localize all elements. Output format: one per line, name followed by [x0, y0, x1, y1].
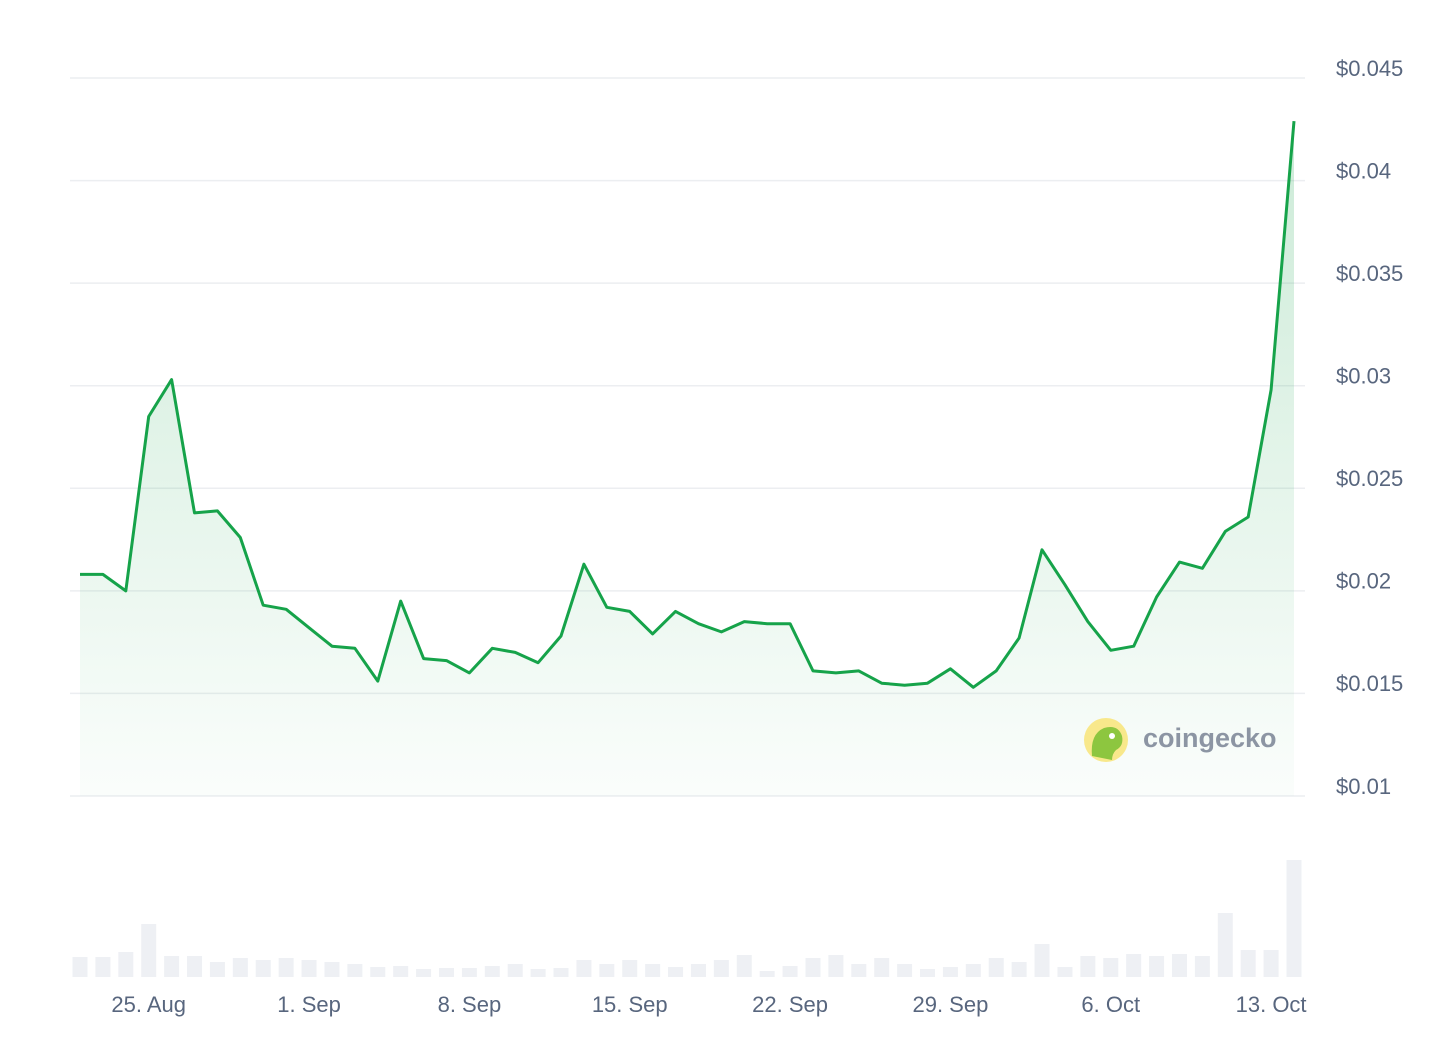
volume-bar: [370, 967, 386, 977]
volume-bar: [897, 964, 913, 977]
volume-bar: [576, 960, 592, 977]
plot: $0.045 $0.04 $0.035 $0.03 $0.025 $0.02 $0.015 $…: [70, 56, 1403, 1017]
volume-bar: [805, 958, 821, 977]
volume-bar: [553, 968, 569, 977]
x-tick-label: 13. Oct: [1236, 992, 1307, 1017]
y-tick-label: $0.02: [1336, 569, 1391, 594]
volume-bar: [72, 957, 88, 977]
volume-bar: [736, 955, 752, 977]
volume-bar: [255, 960, 271, 977]
volume-bar: [622, 960, 638, 977]
volume-bar: [690, 964, 706, 977]
volume-bar: [942, 967, 958, 977]
volume-bar: [1126, 954, 1142, 977]
volume-bar: [851, 964, 867, 977]
volume-bar: [759, 971, 775, 977]
volume-bar: [1057, 967, 1073, 977]
volume-bar: [324, 962, 340, 977]
volume-bar: [187, 956, 203, 977]
volume-bar: [965, 964, 981, 977]
volume-bar: [484, 966, 500, 977]
volume-bar: [1103, 958, 1119, 977]
volume-bar: [507, 964, 523, 977]
volume-bar: [416, 969, 432, 977]
volume-bar: [1240, 950, 1256, 977]
volume-bar: [1217, 913, 1233, 977]
y-tick-label: $0.045: [1336, 56, 1403, 81]
volume-bar: [461, 968, 477, 977]
volume-bar: [668, 967, 684, 977]
x-tick-label: 25. Aug: [111, 992, 186, 1017]
volume-bar: [164, 956, 180, 977]
watermark-logo: coingecko: [1084, 718, 1277, 762]
volume-bar: [209, 962, 225, 977]
y-tick-label: $0.035: [1336, 261, 1403, 286]
volume-bar: [874, 958, 890, 977]
volume-bar: [645, 964, 661, 977]
logo-eye: [1109, 733, 1115, 739]
volume-bar: [828, 955, 844, 977]
volume-bar: [920, 969, 936, 977]
volume-bar: [438, 968, 454, 977]
volume-bar: [393, 966, 409, 977]
x-tick-label: 29. Sep: [912, 992, 988, 1017]
volume-bar: [1080, 956, 1096, 977]
y-tick-label: $0.03: [1336, 364, 1391, 389]
volume-bar: [95, 957, 111, 977]
volume-bar: [1263, 950, 1279, 977]
x-tick-label: 1. Sep: [277, 992, 341, 1017]
x-tick-label: 8. Sep: [438, 992, 502, 1017]
y-tick-label: $0.04: [1336, 158, 1391, 183]
x-tick-label: 22. Sep: [752, 992, 828, 1017]
volume-bar: [782, 966, 798, 977]
volume-bar: [141, 924, 157, 977]
volume-bar: [1286, 860, 1302, 977]
volume-bar: [118, 952, 134, 977]
price-area: [80, 121, 1294, 797]
x-tick-label: 15. Sep: [592, 992, 668, 1017]
volume-bar: [988, 958, 1004, 977]
volume-bar: [599, 964, 615, 977]
watermark-text: coingecko: [1143, 723, 1277, 753]
volume-bar: [278, 958, 294, 977]
volume-bar: [232, 958, 248, 977]
volume-bar: [1011, 962, 1027, 977]
volume-bar: [1149, 956, 1165, 977]
volume-bar: [713, 960, 729, 977]
volume-bar: [1194, 956, 1210, 977]
y-tick-label: $0.015: [1336, 671, 1403, 696]
volume-bar: [1171, 954, 1187, 977]
price-line: [80, 120, 1296, 689]
volume-bar: [347, 964, 363, 977]
x-tick-label: 6. Oct: [1081, 992, 1140, 1017]
y-tick-label: $0.01: [1336, 774, 1391, 799]
y-tick-label: $0.025: [1336, 466, 1403, 491]
volume-bar: [1034, 944, 1050, 977]
volume-bar: [301, 960, 317, 977]
volume-bar: [530, 969, 546, 977]
